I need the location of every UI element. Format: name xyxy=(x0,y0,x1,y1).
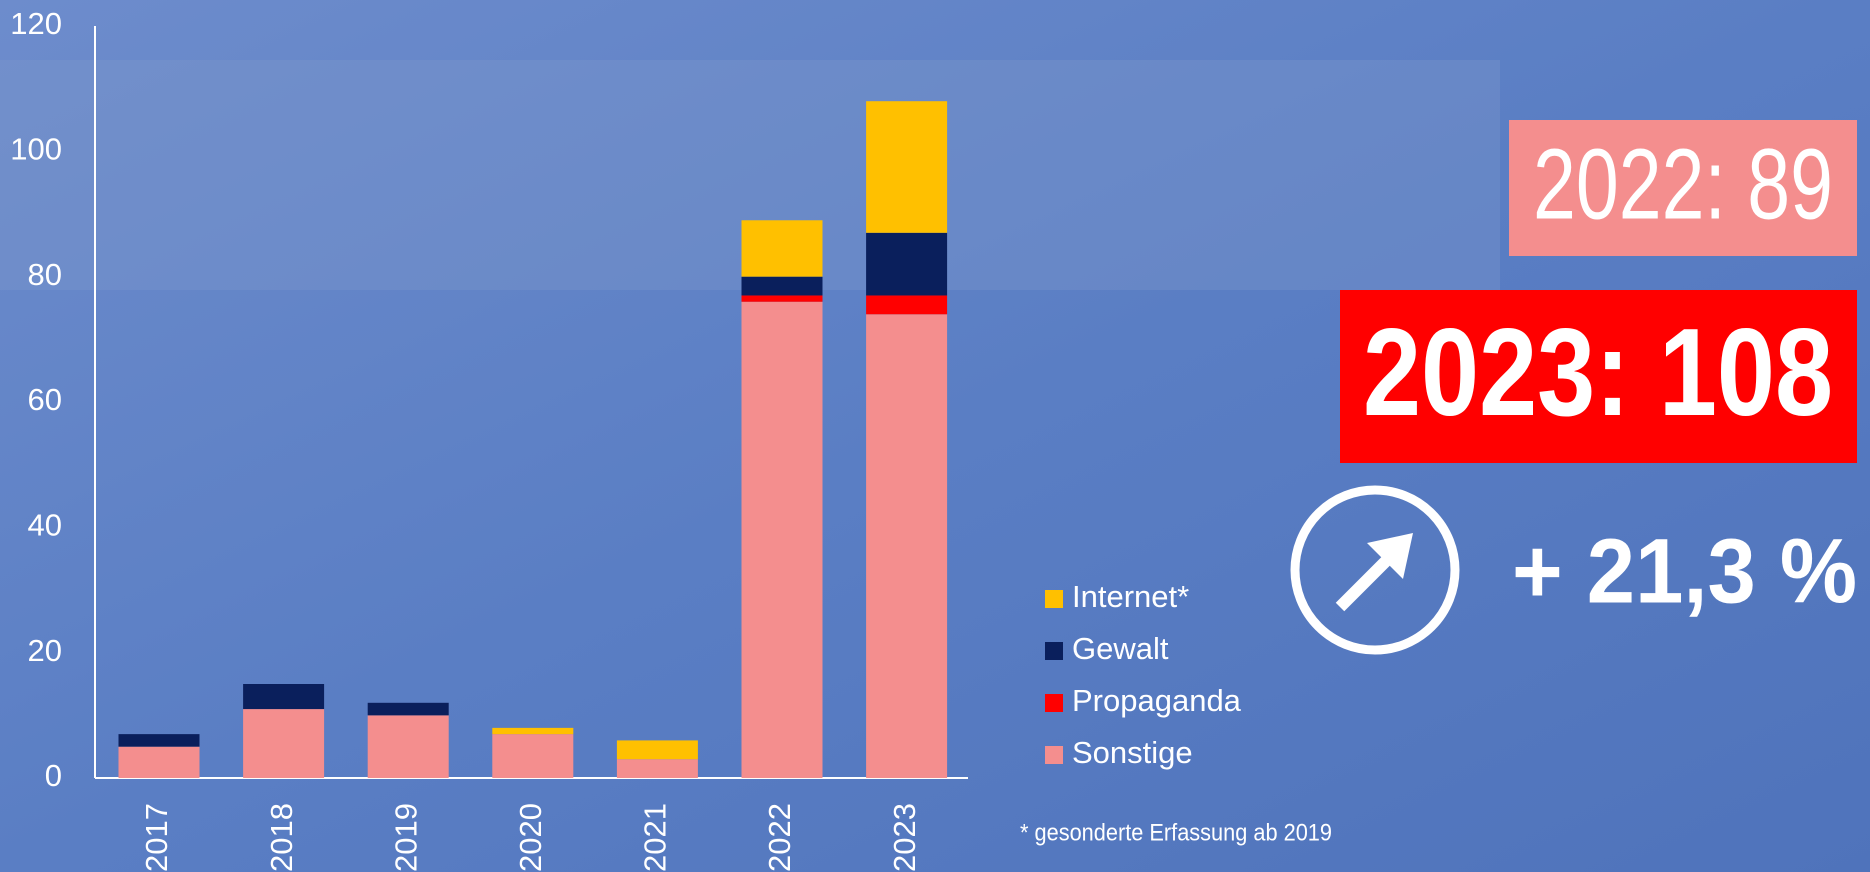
legend-swatch xyxy=(1045,746,1063,764)
x-tick-label: 2020 xyxy=(513,803,548,872)
bar-segment xyxy=(492,727,574,735)
y-tick-label: 20 xyxy=(28,633,62,668)
bar-segment xyxy=(741,220,823,277)
legend-swatch xyxy=(1045,590,1063,608)
bar-segment xyxy=(741,301,823,778)
bar-segment xyxy=(616,759,698,778)
x-tick-label: 2023 xyxy=(887,803,922,872)
bar-segment xyxy=(118,734,200,747)
bar-segment xyxy=(492,734,574,778)
current-value: 2023: 108 xyxy=(1363,304,1833,442)
trend-icon xyxy=(1290,485,1460,655)
x-tick-label: 2019 xyxy=(388,803,423,872)
x-tick-label: 2017 xyxy=(139,803,174,872)
bar-segment xyxy=(741,295,823,302)
x-tick-label: 2022 xyxy=(762,803,797,872)
legend-swatch xyxy=(1045,694,1063,712)
prev-box xyxy=(1509,120,1857,256)
bar-segment xyxy=(741,276,823,296)
legend-label: Internet* xyxy=(1072,579,1189,614)
y-tick-label: 120 xyxy=(10,6,62,41)
bar-segment xyxy=(367,715,449,778)
bar-segment xyxy=(616,740,698,760)
bar-segment xyxy=(367,702,449,716)
bar-segment xyxy=(118,746,200,778)
trend-arrowhead xyxy=(1367,533,1413,579)
legend-swatch xyxy=(1045,642,1063,660)
legend-label: Sonstige xyxy=(1072,735,1193,770)
y-tick-label: 80 xyxy=(28,257,62,292)
bar-segment xyxy=(866,101,948,233)
current-box xyxy=(1340,290,1857,463)
y-tick-label: 0 xyxy=(45,758,62,793)
footnote: * gesonderte Erfassung ab 2019 xyxy=(1020,819,1332,846)
y-tick-label: 40 xyxy=(28,508,62,543)
legend-label: Propaganda xyxy=(1072,683,1242,718)
x-tick-label: 2021 xyxy=(638,803,673,872)
change-value: + 21,3 % xyxy=(1512,520,1857,622)
bar-segment xyxy=(243,709,325,778)
bar-segment xyxy=(866,232,948,296)
bar-segment xyxy=(243,684,325,710)
bar-segment xyxy=(866,295,948,315)
x-tick-label: 2018 xyxy=(264,803,299,872)
bar-segment xyxy=(866,314,948,778)
y-tick-label: 100 xyxy=(10,132,62,167)
prev-value: 2022: 89 xyxy=(1533,128,1833,240)
legend-label: Gewalt xyxy=(1072,631,1169,666)
y-tick-label: 60 xyxy=(28,382,62,417)
